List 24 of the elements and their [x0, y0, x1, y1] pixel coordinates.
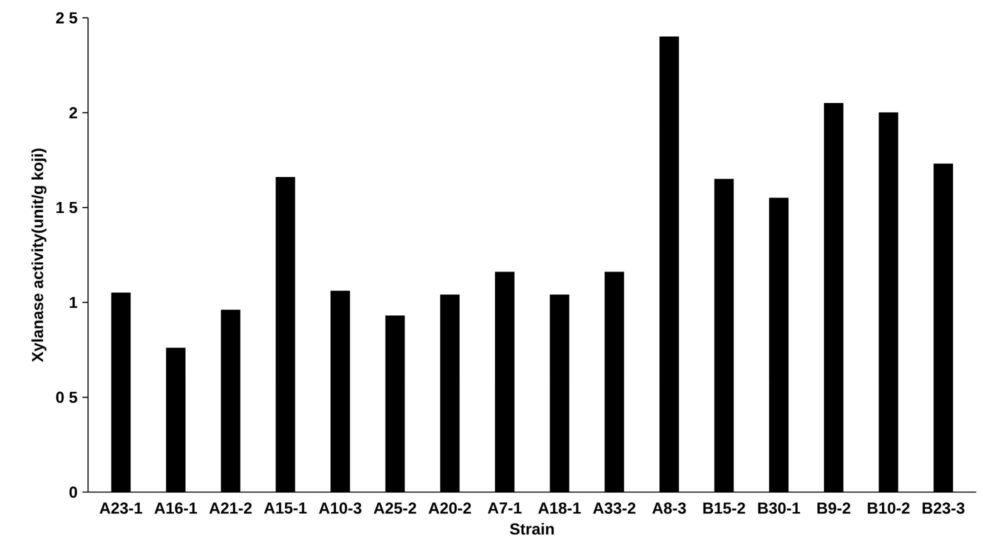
- x-tick-label: A16-1: [154, 502, 198, 514]
- y-axis-title: Xylanase activity(unit/g koji): [32, 148, 46, 362]
- x-tick-label: A8-3: [652, 502, 686, 514]
- x-tick-label: A10-3: [318, 502, 362, 514]
- x-tick-label: A25-2: [374, 502, 416, 514]
- x-tick-label: B15-2: [703, 502, 746, 514]
- y-tick-label: 1: [70, 296, 78, 308]
- x-tick-label: B9-2: [817, 502, 850, 514]
- y-tick-label: 0 5: [56, 392, 78, 403]
- y-tick-label: 2: [69, 107, 78, 118]
- x-tick-label: B23-3: [922, 502, 964, 514]
- y-tick-label: 0: [69, 486, 78, 498]
- x-axis-title: Strain: [510, 522, 554, 535]
- x-tick-label: A15-1: [264, 502, 307, 514]
- x-tick-label: A20-2: [428, 502, 471, 514]
- y-tick-label: 1 5: [56, 202, 78, 214]
- y-tick-label: 2 5: [56, 12, 78, 24]
- x-tick-label: A7-1: [488, 502, 522, 514]
- x-tick-label: B30-1: [758, 502, 800, 514]
- x-tick-label: A23-1: [100, 502, 142, 514]
- x-tick-label: A33-2: [593, 502, 636, 514]
- x-tick-label: B10-2: [868, 502, 910, 514]
- x-tick-label: A21-2: [209, 502, 252, 514]
- x-tick-label: A18-1: [538, 502, 581, 514]
